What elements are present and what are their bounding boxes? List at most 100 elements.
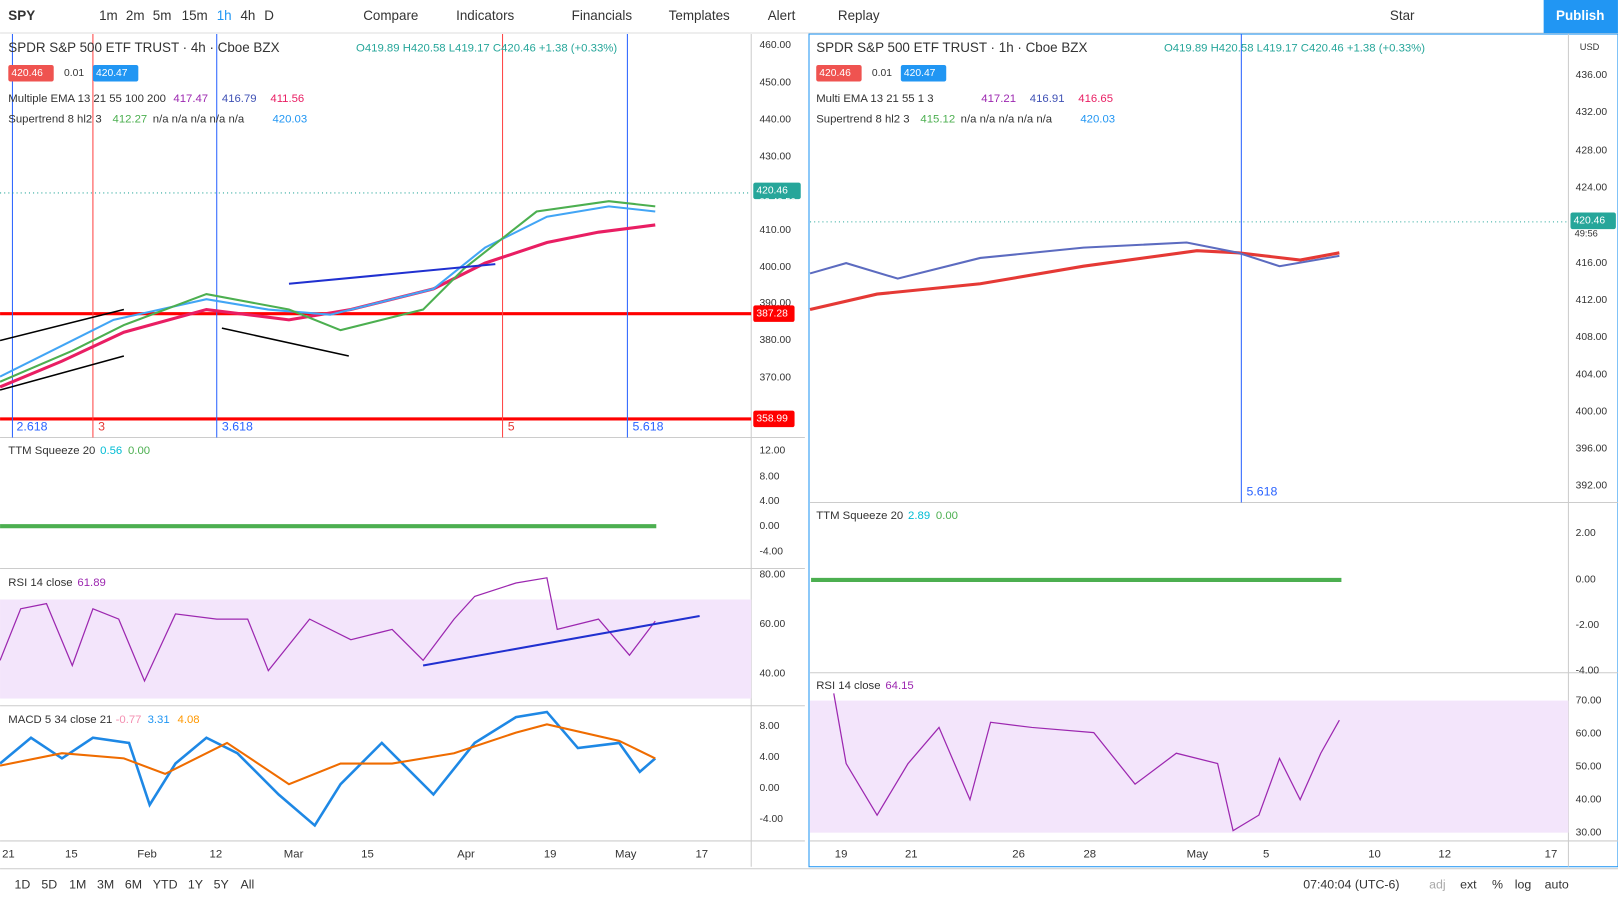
supertrend-label: Supertrend 8 hl2 3: [8, 114, 101, 126]
ask-tag: 420.47: [904, 68, 936, 79]
range-button[interactable]: 6M: [125, 878, 142, 892]
axis-label: 0.00: [759, 783, 779, 794]
axis-label: 8.00: [759, 721, 779, 732]
axis-label: 436.00: [1576, 70, 1608, 81]
spread: 0.01: [872, 68, 892, 79]
scale-option[interactable]: log: [1515, 878, 1532, 892]
axis-label: 0.00: [1576, 575, 1596, 586]
rsi-band-right: [810, 700, 1569, 833]
fib-label: 2.618: [17, 419, 48, 433]
axis-label: 410.00: [759, 225, 791, 236]
clock: 07:40:04 (UTC-6): [1303, 878, 1399, 892]
ttm-value: 0.00: [128, 445, 150, 457]
range-button[interactable]: 5D: [41, 878, 57, 892]
axis-label: 0.00: [759, 521, 779, 532]
axis-label: 404.00: [1576, 369, 1608, 380]
bid-tag: 420.46: [819, 68, 851, 79]
rsi-label: RSI 14 close: [8, 577, 72, 589]
time-label: 12: [210, 848, 223, 860]
price-tag-bg: [753, 305, 795, 322]
scale-option[interactable]: adj: [1429, 878, 1446, 892]
ema-value: 417.21: [981, 93, 1016, 105]
axis-label: 416.00: [1576, 258, 1608, 269]
supertrend-value: n/a n/a n/a n/a n/a: [153, 114, 245, 126]
scale-option[interactable]: %: [1492, 878, 1503, 892]
toolbar-button[interactable]: Replay: [838, 8, 880, 23]
time-label: Feb: [137, 848, 157, 860]
ask-tag-bg: [92, 65, 139, 82]
axis-label: 408.00: [1576, 332, 1608, 343]
axis-label: 428.00: [1576, 145, 1608, 156]
interval[interactable]: 15m: [182, 8, 208, 23]
axis-label: 450.00: [759, 77, 791, 88]
macd-value: 3.31: [148, 714, 170, 726]
toolbar-button[interactable]: Compare: [363, 8, 418, 23]
bid-tag-bg: [8, 65, 54, 82]
time-label: 28: [1083, 848, 1096, 860]
time-label: 15: [361, 848, 374, 860]
time-label: May: [615, 848, 637, 860]
axis-label: 60.00: [1576, 728, 1602, 739]
scale-option[interactable]: auto: [1545, 878, 1569, 892]
toolbar-button[interactable]: Templates: [669, 8, 730, 23]
range-button[interactable]: All: [240, 878, 254, 892]
toolbar-button[interactable]: Alert: [768, 8, 796, 23]
fib-label: 5.618: [1246, 484, 1277, 498]
macd-value: 4.08: [178, 714, 200, 726]
range-button[interactable]: YTD: [153, 878, 178, 892]
axis-label: 440.00: [759, 114, 791, 125]
toolbar-button[interactable]: Financials: [572, 8, 633, 23]
symbol[interactable]: SPY: [8, 8, 35, 23]
ohlc: O419.89 H420.58 L419.17 C420.46 +1.38 (+…: [356, 42, 617, 54]
layout-name[interactable]: Star: [1390, 8, 1415, 23]
range-button[interactable]: 3M: [97, 878, 114, 892]
time-label: 5: [1263, 848, 1269, 860]
time-label: Mar: [284, 848, 304, 860]
interval[interactable]: D: [264, 8, 274, 23]
axis-label: 396.00: [1576, 444, 1608, 455]
axis-label: 30.00: [1576, 827, 1602, 838]
time-label: 10: [1368, 848, 1381, 860]
ema-label: Multi EMA 13 21 55 1 3: [816, 93, 933, 105]
fib-label: 5.618: [633, 419, 664, 433]
axis-label: -2.00: [1576, 620, 1600, 631]
toolbar-button[interactable]: Indicators: [456, 8, 514, 23]
fib-label: 5: [508, 419, 515, 433]
axis-label: 8.00: [759, 471, 779, 482]
range-button[interactable]: 1M: [69, 878, 86, 892]
time-label: 21: [2, 848, 15, 860]
price-tag-bg: [1570, 212, 1616, 230]
price-tag: 358.99: [756, 414, 788, 425]
axis-label: 432.00: [1576, 107, 1608, 118]
range-button[interactable]: 1Y: [188, 878, 203, 892]
interval[interactable]: 1h: [217, 8, 232, 23]
interval[interactable]: 5m: [153, 8, 172, 23]
range-button[interactable]: 1D: [14, 878, 30, 892]
axis-label: 60.00: [759, 619, 785, 630]
chart-title: SPDR S&P 500 ETF TRUST · 4h · Cboe BZX: [8, 40, 279, 55]
time-label: 12: [1438, 848, 1451, 860]
axis-label: 460.00: [759, 40, 791, 51]
interval[interactable]: 2m: [126, 8, 145, 23]
fib-label: 3: [98, 419, 105, 433]
axis-label: 70.00: [1576, 695, 1602, 706]
interval[interactable]: 4h: [240, 8, 255, 23]
axis-label: 50.00: [1576, 761, 1602, 772]
supertrend-value: 420.03: [1080, 114, 1115, 126]
scale-option[interactable]: ext: [1460, 878, 1477, 892]
rsi-label: RSI 14 close: [816, 680, 880, 692]
axis-label: 430.00: [759, 152, 791, 163]
publish-button[interactable]: [1543, 0, 1618, 34]
time-label: 19: [544, 848, 557, 860]
time-label: 17: [696, 848, 709, 860]
publish-label[interactable]: Publish: [1556, 8, 1604, 23]
axis-label: 392.00: [1576, 481, 1608, 492]
interval[interactable]: 1m: [99, 8, 118, 23]
pane-separators: [0, 34, 1618, 870]
axis-label: 40.00: [1576, 794, 1602, 805]
ttm-value: 0.00: [936, 510, 958, 522]
range-button[interactable]: 5Y: [214, 878, 229, 892]
supertrend-label: Supertrend 8 hl2 3: [816, 114, 909, 126]
ask-tag-bg: [900, 65, 947, 82]
